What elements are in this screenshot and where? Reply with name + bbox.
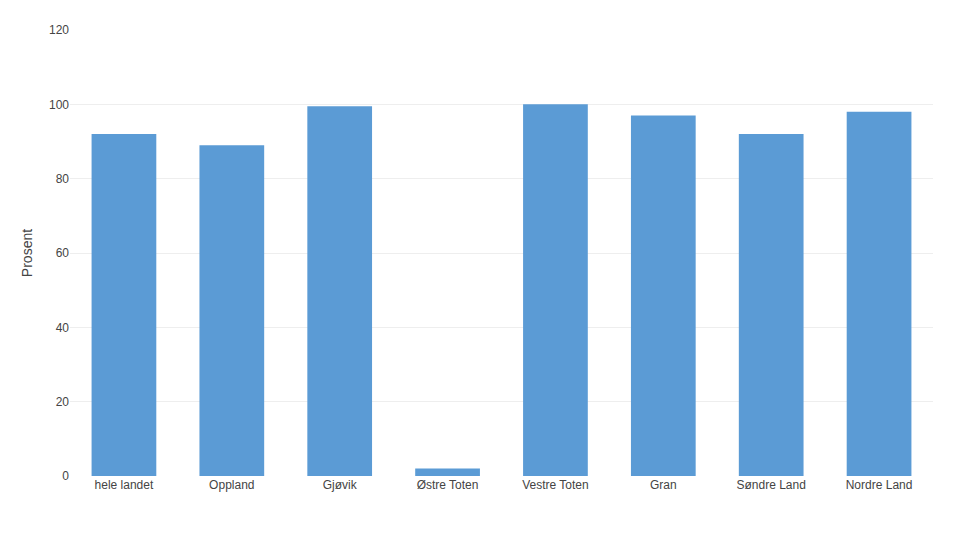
svg-text:80: 80 (56, 172, 70, 186)
svg-text:hele landet: hele landet (95, 478, 154, 492)
svg-text:Prosent: Prosent (19, 229, 35, 277)
svg-text:60: 60 (56, 246, 70, 260)
svg-text:Vestre Toten: Vestre Toten (522, 478, 589, 492)
svg-text:Gran: Gran (650, 478, 677, 492)
svg-text:120: 120 (49, 23, 69, 37)
svg-text:20: 20 (56, 395, 70, 409)
svg-text:100: 100 (49, 98, 69, 112)
svg-text:40: 40 (56, 321, 70, 335)
svg-text:Gjøvik: Gjøvik (323, 478, 358, 492)
svg-text:0: 0 (62, 469, 69, 483)
svg-text:Oppland: Oppland (209, 478, 254, 492)
svg-text:Søndre Land: Søndre Land (736, 478, 805, 492)
svg-text:Østre Toten: Østre Toten (417, 478, 479, 492)
svg-text:Nordre Land: Nordre Land (846, 478, 913, 492)
